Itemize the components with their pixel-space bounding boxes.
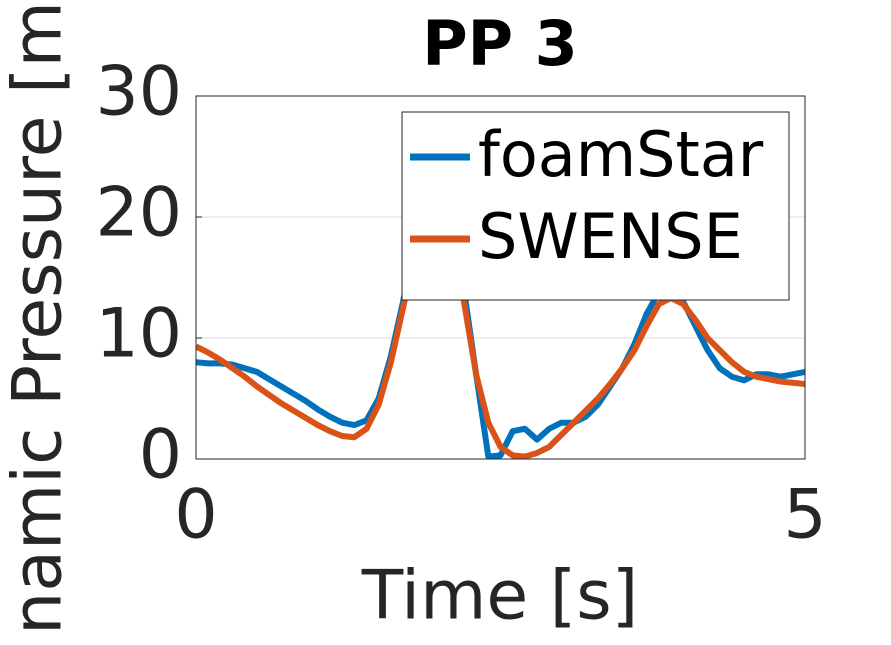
plot-frame (195, 95, 806, 460)
y-tick-label: 20 (95, 174, 182, 253)
x-tick-label: 0 (174, 476, 217, 555)
chart-title: PP 3 (422, 7, 578, 80)
legend-box (401, 111, 790, 301)
x-tick-label: 5 (783, 476, 826, 555)
series-line (196, 177, 805, 459)
series-line (196, 165, 805, 459)
x-axis-label: Time [s] (361, 557, 639, 636)
legend-label: SWENSE (478, 200, 743, 273)
y-axis-label: namic Pressure [m (0, 1, 78, 635)
y-tick-label: 30 (95, 53, 182, 132)
legend-label: foamStar (478, 118, 764, 191)
y-tick-label: 0 (139, 416, 182, 495)
y-tick-label: 10 (95, 295, 182, 374)
